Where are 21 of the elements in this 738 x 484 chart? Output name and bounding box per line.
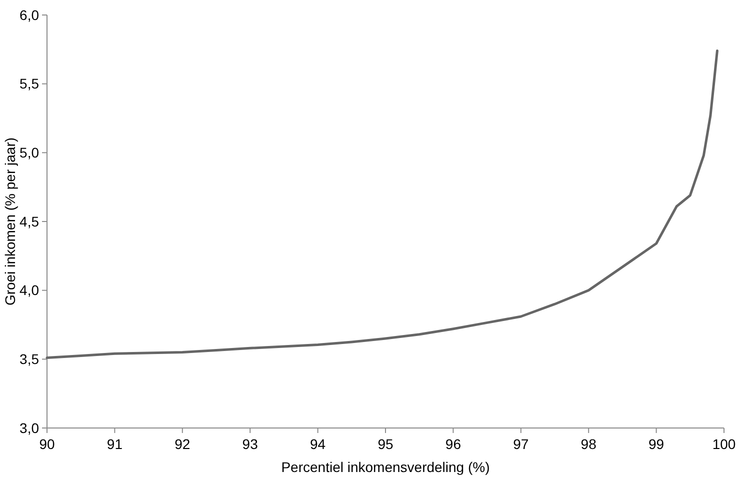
y-tick-label: 5,5 <box>20 76 40 92</box>
x-tick-label: 100 <box>712 436 736 452</box>
y-tick-label: 4,0 <box>20 282 40 298</box>
y-tick-label: 4,5 <box>20 213 40 230</box>
y-tick-label: 5,0 <box>20 144 40 161</box>
y-tick-label: 3,5 <box>20 351 40 368</box>
x-tick-label: 97 <box>513 436 529 452</box>
x-tick-label: 95 <box>378 436 394 452</box>
x-tick-label: 90 <box>39 436 55 452</box>
x-tick-label: 93 <box>242 436 258 452</box>
y-axis-title: Groei inkomen (% per jaar) <box>2 137 18 306</box>
y-tick-label: 3,0 <box>20 420 40 436</box>
x-tick-label: 91 <box>106 436 123 452</box>
x-tick-label: 98 <box>580 436 597 452</box>
y-tick-label: 6,0 <box>20 6 40 23</box>
x-tick-label: 99 <box>648 436 664 452</box>
x-tick-label: 92 <box>174 436 190 452</box>
x-axis-title: Percentiel inkomensverdeling (%) <box>281 459 490 475</box>
x-tick-label: 96 <box>445 436 462 452</box>
x-tick-label: 94 <box>310 436 326 452</box>
line-series <box>46 50 718 360</box>
